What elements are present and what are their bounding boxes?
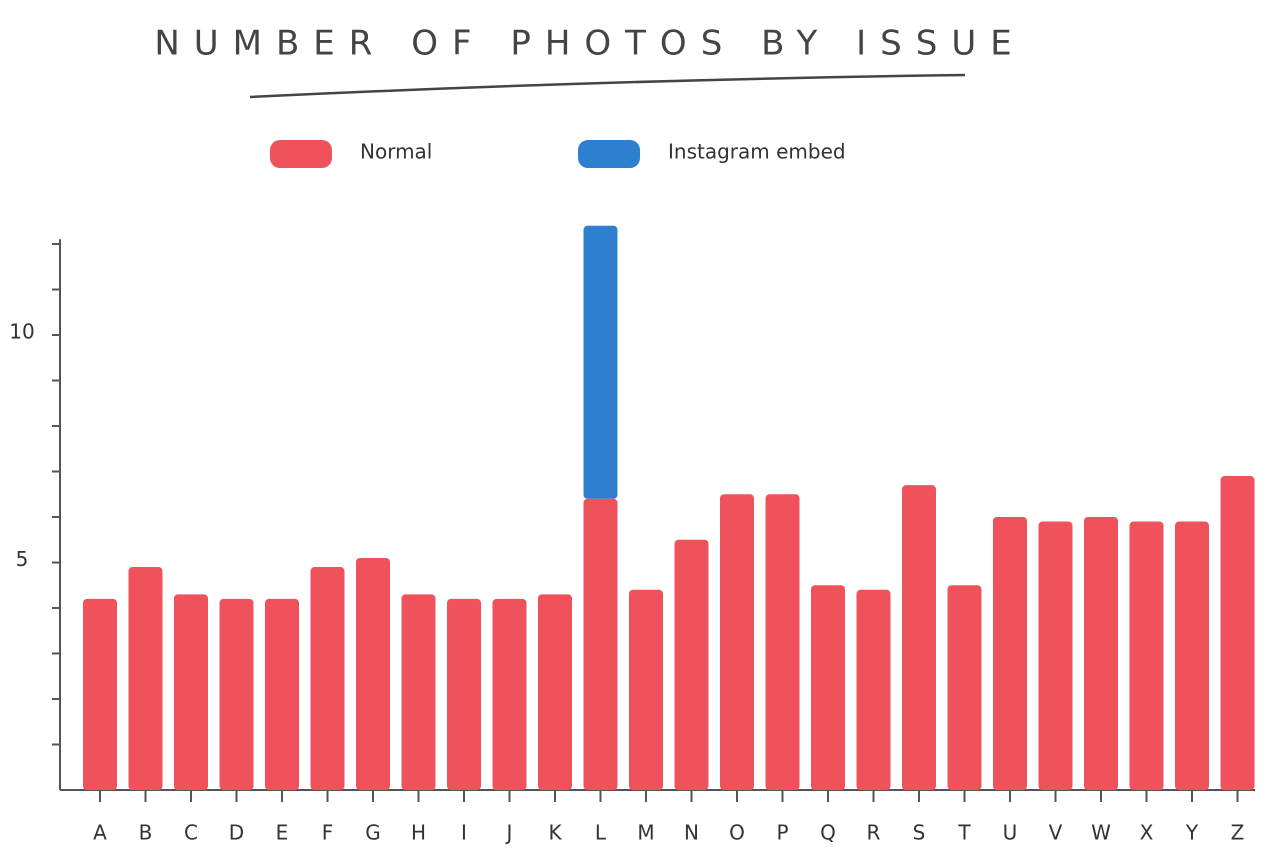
- bar-segment: [947, 585, 982, 790]
- bar-segment: [1129, 521, 1164, 790]
- legend-label: Normal: [360, 140, 432, 164]
- x-tick-label: Z: [1231, 821, 1245, 845]
- x-tick-label: R: [867, 821, 881, 845]
- x-tick-label: H: [411, 821, 426, 845]
- bar-segment: [902, 485, 936, 790]
- x-tick-label: L: [595, 821, 607, 845]
- x-tick-label: E: [276, 821, 289, 845]
- bar-segment: [128, 567, 163, 790]
- y-tick-label: 10: [9, 320, 34, 344]
- bar-segment: [1175, 521, 1209, 790]
- x-tick-label: G: [365, 821, 381, 845]
- bar-segment: [219, 598, 254, 790]
- x-tick-label: Q: [820, 821, 836, 845]
- legend-swatch: [578, 140, 640, 168]
- bar-segment: [1084, 517, 1118, 790]
- bar-segment: [356, 557, 390, 790]
- bar-segment: [401, 594, 436, 790]
- bar-segment: [765, 494, 800, 790]
- legend-label: Instagram embed: [668, 140, 846, 164]
- x-tick-label: T: [957, 821, 971, 845]
- bar-segment: [83, 598, 117, 790]
- bar-segment: [174, 594, 208, 790]
- bar-segment: [447, 598, 481, 790]
- bar-segment: [674, 539, 709, 790]
- x-tick-label: O: [729, 821, 745, 845]
- x-tick-label: X: [1140, 821, 1154, 845]
- bar-segment: [811, 585, 845, 790]
- bar-segment: [538, 594, 572, 790]
- legend-swatch: [270, 140, 332, 168]
- x-tick-label: D: [229, 821, 244, 845]
- bar-segment: [492, 598, 527, 790]
- bar-segment: [583, 225, 618, 499]
- x-tick-label: U: [1003, 821, 1018, 845]
- x-tick-label: P: [776, 821, 788, 845]
- bar-segment: [720, 494, 754, 790]
- x-tick-label: I: [461, 821, 467, 845]
- bar-segment: [265, 598, 299, 790]
- x-tick-label: W: [1091, 821, 1111, 845]
- x-tick-label: M: [637, 821, 654, 845]
- x-tick-label: N: [684, 821, 699, 845]
- x-tick-label: Y: [1185, 821, 1199, 845]
- x-tick-label: S: [913, 821, 926, 845]
- x-tick-label: F: [322, 821, 334, 845]
- x-tick-label: V: [1049, 821, 1063, 845]
- y-tick-label: 5: [16, 547, 29, 571]
- x-tick-label: B: [139, 821, 153, 845]
- chart-title: NUMBER OF PHOTOS BY ISSUE: [154, 24, 1025, 64]
- bar-segment: [310, 567, 345, 790]
- x-tick-label: K: [548, 821, 562, 845]
- x-tick-label: J: [505, 821, 513, 845]
- x-tick-label: C: [184, 821, 198, 845]
- title-underline: [249, 73, 966, 99]
- bar-segment: [583, 498, 618, 790]
- bar-segment: [856, 589, 891, 790]
- bar-segment: [1038, 521, 1073, 790]
- bar-segment: [629, 589, 663, 790]
- bar-segment: [1220, 476, 1255, 790]
- x-tick-label: A: [93, 821, 107, 845]
- bar-segment: [993, 517, 1027, 790]
